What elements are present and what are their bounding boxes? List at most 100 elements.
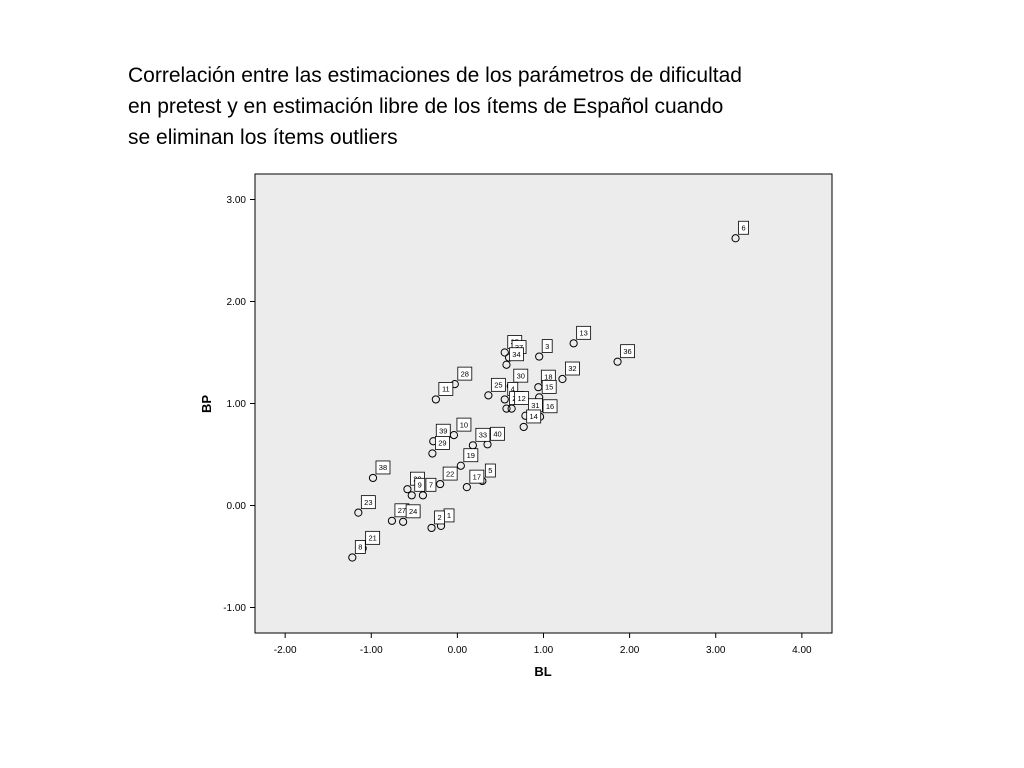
point-label: 4 [511, 385, 515, 394]
data-point: 29 [428, 436, 450, 458]
x-axis-title: BL [534, 664, 551, 679]
point-label: 22 [446, 469, 454, 478]
point-marker [399, 517, 408, 526]
title-line-3: se eliminan los ítems outliers [128, 126, 398, 149]
data-point: 38 [368, 460, 391, 483]
x-tick-label: 3.00 [706, 645, 726, 656]
point-label-box [738, 220, 749, 235]
x-tick-label: -2.00 [274, 645, 297, 656]
point-marker [403, 485, 412, 494]
point-label: 13 [579, 329, 587, 338]
point-label-box [526, 409, 542, 424]
point-label-box [541, 379, 557, 394]
point-marker [387, 516, 397, 525]
data-point: 21 [358, 530, 381, 553]
point-label-box [438, 382, 454, 396]
point-label: 39 [439, 426, 447, 435]
point-label: 6 [741, 223, 745, 232]
data-point: 6 [731, 220, 749, 243]
data-point: 11 [431, 382, 454, 404]
point-marker [519, 422, 528, 432]
point-marker [456, 461, 465, 470]
data-point: 3 [535, 339, 553, 361]
point-label: 38 [379, 463, 387, 472]
x-tick-label: 0.00 [448, 645, 468, 656]
x-tick-label: 4.00 [792, 645, 812, 656]
point-label: 24 [409, 507, 417, 516]
data-point: 13 [569, 325, 592, 348]
point-label-box [434, 510, 445, 525]
data-point: 14 [519, 409, 542, 432]
point-marker [731, 234, 740, 243]
point-label: 40 [493, 430, 501, 439]
data-point: 24 [399, 504, 421, 526]
point-label: 21 [368, 534, 376, 543]
point-marker [558, 374, 567, 384]
point-label: 12 [517, 394, 525, 403]
point-marker [613, 357, 622, 366]
point-marker [535, 352, 544, 361]
point-marker [507, 404, 516, 413]
point-label-box [414, 477, 426, 492]
point-label: 33 [479, 431, 487, 440]
point-label-box [513, 368, 529, 383]
point-label: 7 [429, 481, 433, 490]
data-point: 36 [613, 344, 635, 366]
point-marker [428, 449, 437, 458]
point-label-box [365, 530, 381, 545]
point-label-box [463, 448, 479, 463]
data-point: 22 [436, 466, 458, 489]
point-label: 1 [447, 511, 451, 520]
point-label: 8 [358, 543, 362, 552]
data-points: 6133635373322811343018251542616123114103… [348, 220, 749, 562]
data-point: 2 [427, 510, 445, 533]
data-point: 19 [456, 448, 479, 470]
title-line-1: Correlación entre las estimaciones de lo… [128, 64, 742, 87]
point-label: 19 [467, 451, 475, 460]
point-label-box [576, 325, 592, 340]
point-label: 36 [623, 347, 631, 356]
point-label-box [457, 366, 473, 381]
point-label: 16 [546, 402, 554, 411]
point-label-box [456, 417, 472, 432]
y-tick-label: 0.00 [227, 501, 247, 512]
data-point: 9 [407, 477, 426, 500]
point-marker [431, 395, 440, 404]
point-label: 11 [442, 385, 450, 394]
point-label-box [509, 347, 524, 362]
point-label-box [354, 540, 366, 554]
data-point: 25 [484, 377, 506, 400]
point-marker [500, 395, 509, 404]
data-point: 23 [354, 495, 376, 517]
point-label: 27 [398, 506, 406, 515]
point-label: 25 [494, 381, 502, 390]
data-point: 28 [450, 366, 473, 389]
point-marker [500, 348, 509, 357]
point-label-box [490, 426, 505, 441]
point-label: 3 [545, 342, 549, 351]
point-marker [348, 553, 357, 562]
data-point: 32 [558, 361, 580, 384]
axis-ticks: -2.00 -1.00 0.00 1.00 2.00 3.00 4.00 -1.00 0.00 1… [223, 195, 812, 656]
x-tick-label: 2.00 [620, 645, 640, 656]
title-line-2: en pretest y en estimación libre de los … [128, 95, 724, 118]
point-label-box [375, 460, 391, 475]
point-label: 30 [517, 371, 525, 380]
data-point: 12 [507, 391, 530, 413]
point-label: 2 [437, 513, 441, 522]
point-label-box [435, 436, 450, 450]
x-tick-label: 1.00 [534, 645, 554, 656]
point-label-box [475, 427, 491, 442]
slide-title: Correlación entre las estimaciones de lo… [128, 60, 928, 153]
point-label-box [469, 469, 485, 484]
point-label: 5 [488, 466, 492, 475]
point-label: 32 [568, 364, 576, 373]
y-tick-label: 1.00 [227, 399, 247, 410]
point-label-box [484, 463, 496, 478]
data-point: 33 [468, 427, 491, 450]
point-label: 17 [473, 472, 481, 481]
data-point: 10 [449, 417, 472, 440]
point-label: 31 [531, 401, 539, 410]
point-label: 34 [512, 350, 520, 359]
